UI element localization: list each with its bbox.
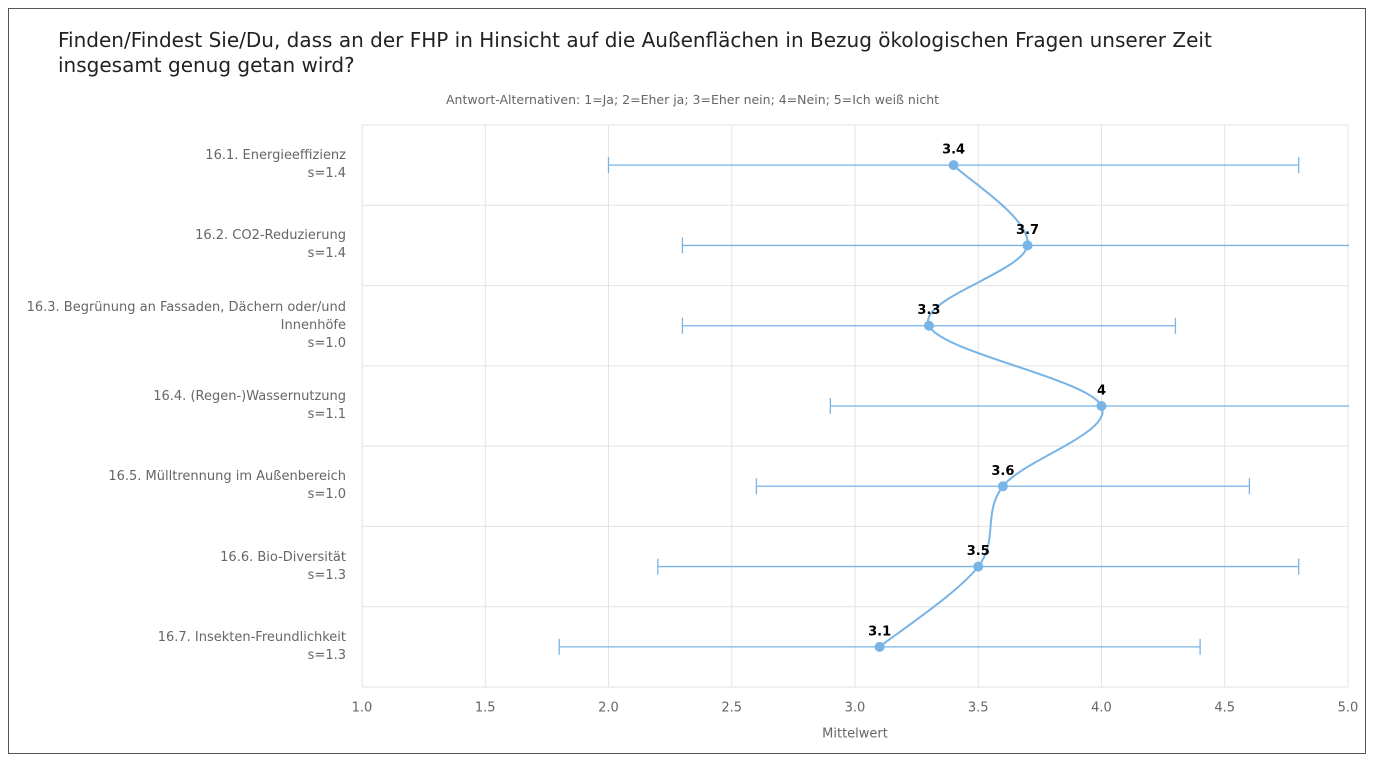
category-label: 16.4. (Regen-)Wassernutzung s=1.1 <box>10 371 346 441</box>
data-label: 3.3 <box>917 303 940 318</box>
std-label: s=1.4 <box>307 246 346 262</box>
mean-point <box>923 320 934 331</box>
std-label: s=1.3 <box>307 567 346 583</box>
mean-point <box>1096 401 1107 411</box>
std-label: s=1.0 <box>307 487 346 503</box>
mean-point <box>997 481 1008 492</box>
x-tick-label: 2.0 <box>598 701 619 716</box>
frame <box>8 8 1366 754</box>
x-tick-label: 5.0 <box>1338 701 1359 716</box>
std-label: s=1.1 <box>307 407 346 422</box>
category-label: 16.7. Insekten-Freundlichkeit s=1.3 <box>10 612 346 682</box>
data-label: 4 <box>1097 384 1106 399</box>
x-tick-label: 3.5 <box>968 701 989 716</box>
x-tick-label: 3.0 <box>845 701 866 716</box>
category-name: 16.4. (Regen-)Wassernutzung <box>153 389 346 404</box>
category-name: 16.2. CO2-Reduzierung <box>195 228 346 244</box>
category-label: 16.5. Mülltrennung im Außenbereich s=1.0 <box>10 451 346 521</box>
category-label: 16.3. Begrünung an Fassaden, Dächern ode… <box>10 291 346 361</box>
x-tick-label: 2.5 <box>721 701 742 716</box>
category-name: 16.6. Bio-Diversität <box>220 549 346 565</box>
x-tick-label: 1.0 <box>352 701 373 716</box>
category-label: 16.1. Energieeffizienz s=1.4 <box>10 130 346 200</box>
chart-title: Finden/Findest Sie/Du, dass an der FHP i… <box>58 28 1212 77</box>
mean-point <box>874 641 885 652</box>
category-name: 16.7. Insekten-Freundlichkeit <box>157 629 346 645</box>
x-tick-label: 4.0 <box>1091 701 1112 716</box>
std-label: s=1.4 <box>307 166 346 182</box>
category-name: 16.3. Begrünung an Fassaden, Dächern ode… <box>26 299 346 333</box>
data-label: 3.5 <box>967 544 990 559</box>
category-label: 16.2. CO2-Reduzierung s=1.4 <box>10 210 346 280</box>
mean-point <box>948 160 959 171</box>
data-label: 3.7 <box>1016 223 1039 238</box>
mean-point <box>1022 240 1033 251</box>
std-label: s=1.0 <box>307 335 346 351</box>
category-name: 16.5. Mülltrennung im Außenbereich <box>108 469 346 485</box>
std-label: s=1.3 <box>307 647 346 663</box>
data-label: 3.6 <box>991 464 1014 479</box>
x-tick-label: 4.5 <box>1214 701 1235 716</box>
mean-point <box>973 561 984 572</box>
category-label: 16.6. Bio-Diversität s=1.3 <box>10 532 346 602</box>
category-name: 16.1. Energieeffizienz <box>205 148 346 164</box>
data-label: 3.4 <box>942 143 965 158</box>
x-tick-label: 1.5 <box>475 701 496 716</box>
chart-subtitle: Antwort-Alternativen: 1=Ja; 2=Eher ja; 3… <box>445 92 940 107</box>
x-axis-label: Mittelwert <box>822 727 888 742</box>
data-label: 3.1 <box>868 624 891 639</box>
